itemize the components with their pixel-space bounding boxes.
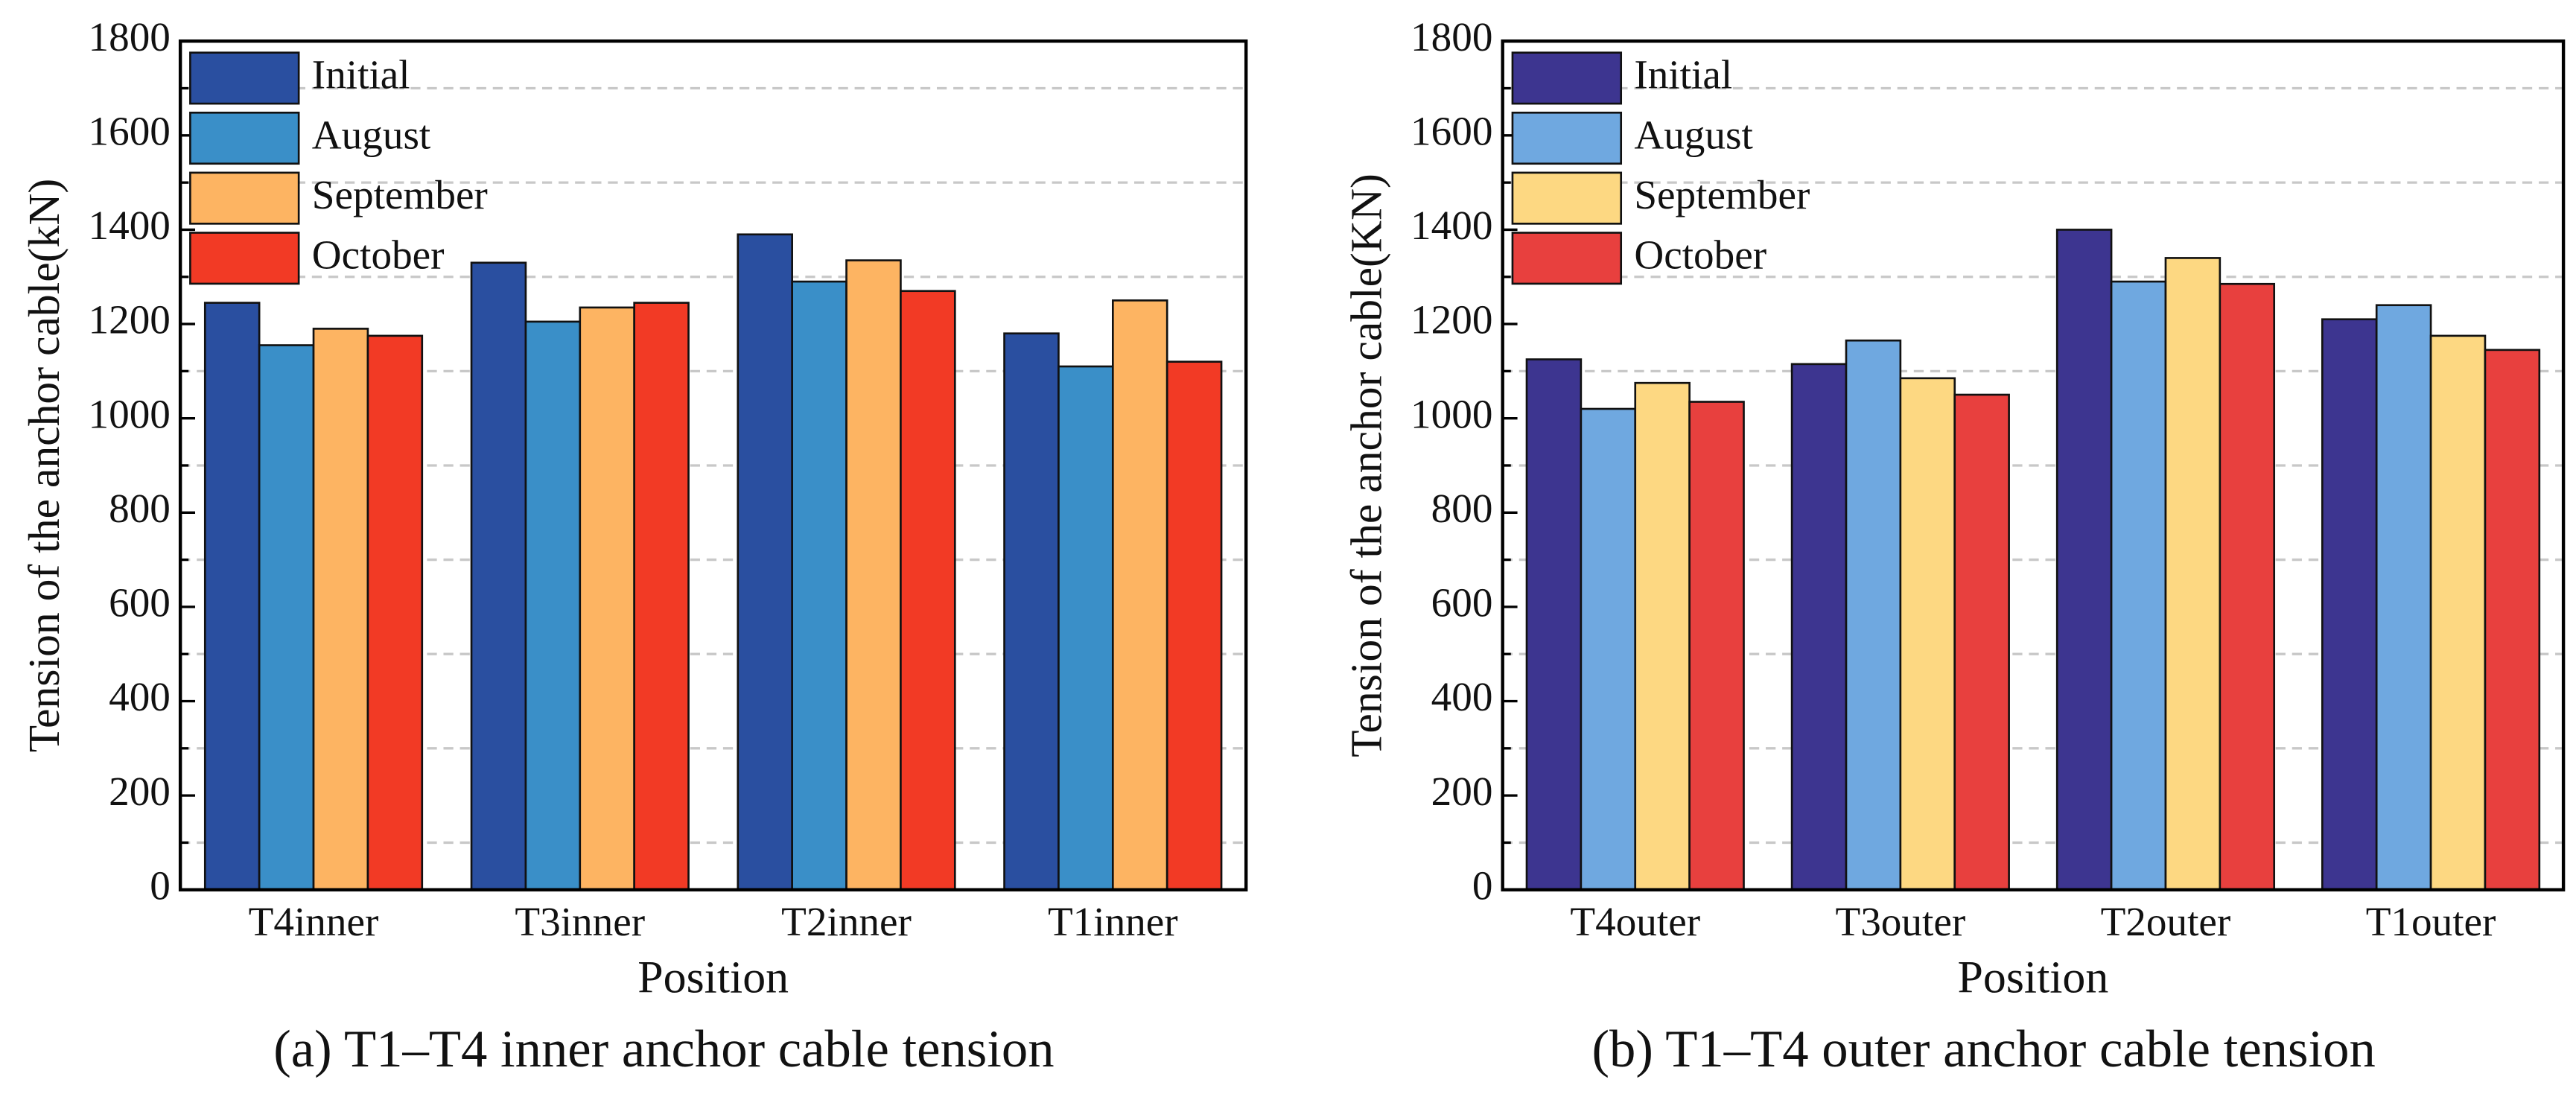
legend-label: October xyxy=(1634,232,1766,277)
y-tick-label: 1600 xyxy=(89,108,171,153)
legend-label: September xyxy=(1634,172,1810,217)
bar xyxy=(737,233,793,891)
legend-swatch xyxy=(189,171,300,225)
bar xyxy=(579,306,635,891)
bar xyxy=(470,261,527,891)
bar xyxy=(900,290,956,891)
y-tick-label: 1600 xyxy=(1411,108,1492,153)
x-tick-label: T1inner xyxy=(1048,899,1178,944)
y-tick-label: 1400 xyxy=(89,203,171,248)
y-tick-label: 1000 xyxy=(1411,391,1492,436)
bar xyxy=(1953,393,2010,891)
y-tick-label: 1800 xyxy=(89,14,171,60)
legend-label: August xyxy=(312,112,431,157)
legend-swatch xyxy=(1511,171,1623,225)
y-tick-label: 200 xyxy=(109,769,171,814)
bar xyxy=(2321,318,2378,891)
bar xyxy=(1165,360,1223,891)
x-axis-label: Position xyxy=(637,953,789,1003)
legend-label: Initial xyxy=(312,52,410,98)
bar xyxy=(2429,334,2487,891)
legend-label: September xyxy=(312,172,488,217)
y-tick-label: 1400 xyxy=(1411,203,1492,248)
y-axis-label: Tension of the anchor cable(KN) xyxy=(1342,174,1391,757)
bar xyxy=(2110,280,2167,891)
legend-label: August xyxy=(1634,112,1753,157)
chart-title: (a) T1–T4 inner anchor cable tension xyxy=(273,1020,1054,1078)
y-tick-label: 1200 xyxy=(89,297,171,343)
bar xyxy=(2219,282,2276,891)
bar xyxy=(203,302,261,891)
bar xyxy=(1525,358,1583,891)
x-tick-label: T4outer xyxy=(1570,899,1700,944)
x-axis-label: Position xyxy=(1958,953,2109,1003)
y-tick-label: 0 xyxy=(150,862,171,908)
bar xyxy=(1899,377,1956,891)
bar xyxy=(258,344,315,891)
bar xyxy=(845,259,902,891)
bar xyxy=(2375,304,2432,891)
bar xyxy=(1634,381,1691,891)
y-tick-label: 400 xyxy=(1431,674,1493,719)
y-tick-label: 1800 xyxy=(1411,14,1492,60)
y-tick-label: 800 xyxy=(109,486,171,531)
plot-frame xyxy=(1501,39,2566,891)
legend-swatch xyxy=(1511,51,1623,105)
bar xyxy=(2484,349,2541,891)
legend-swatch xyxy=(1511,232,1623,285)
bar xyxy=(366,334,424,891)
bar xyxy=(1580,407,1637,891)
plot-frame xyxy=(178,39,1248,891)
bar xyxy=(524,320,582,891)
y-tick-label: 200 xyxy=(1431,769,1493,814)
bar xyxy=(2055,229,2113,891)
bar xyxy=(1790,363,1848,891)
legend-label: October xyxy=(312,232,445,277)
y-tick-label: 800 xyxy=(1431,486,1493,531)
legend-swatch xyxy=(1511,111,1623,165)
x-tick-label: T2inner xyxy=(781,899,912,944)
legend-swatch xyxy=(189,232,300,285)
bar xyxy=(1845,339,1902,891)
bar xyxy=(1111,299,1168,891)
y-tick-label: 1200 xyxy=(1411,297,1492,343)
y-tick-label: 0 xyxy=(1472,862,1493,908)
y-tick-label: 600 xyxy=(1431,580,1493,626)
bar xyxy=(1688,401,1745,891)
y-tick-label: 600 xyxy=(109,580,171,626)
y-axis-label: Tension of the anchor cable(kN) xyxy=(19,179,69,752)
legend-swatch xyxy=(189,111,300,165)
bar xyxy=(791,280,847,891)
x-tick-label: T4inner xyxy=(249,899,379,944)
x-tick-label: T3outer xyxy=(1836,899,1966,944)
y-tick-label: 1000 xyxy=(89,391,171,436)
x-tick-label: T1outer xyxy=(2366,899,2496,944)
y-tick-label: 400 xyxy=(109,674,171,719)
bar xyxy=(312,328,369,891)
legend-swatch xyxy=(189,51,300,105)
chart-title: (b) T1–T4 outer anchor cable tension xyxy=(1592,1020,2376,1078)
x-tick-label: T3inner xyxy=(515,899,645,944)
x-tick-label: T2outer xyxy=(2101,899,2231,944)
bar xyxy=(633,302,690,891)
bar xyxy=(2164,257,2222,891)
bar xyxy=(1003,332,1060,891)
bar xyxy=(1058,365,1114,891)
legend-label: Initial xyxy=(1634,52,1732,98)
